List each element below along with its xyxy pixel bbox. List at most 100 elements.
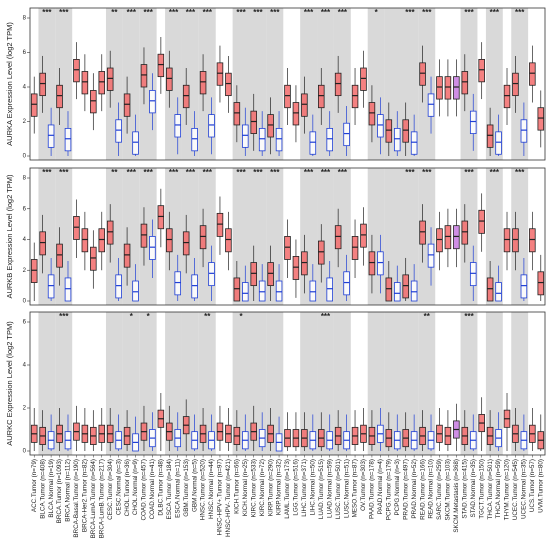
box	[225, 72, 232, 97]
box	[529, 228, 536, 253]
box	[199, 225, 207, 250]
box	[453, 76, 460, 100]
significance: ***	[186, 168, 196, 177]
box	[427, 243, 435, 268]
box	[140, 64, 148, 88]
significance: ***	[464, 312, 474, 321]
significance: ***	[490, 8, 500, 17]
significance: ***	[236, 8, 246, 17]
box	[377, 251, 384, 276]
box	[115, 274, 122, 299]
significance: ***	[236, 168, 246, 177]
y-tick-label: 2	[23, 119, 27, 125]
y-tick-label: 0	[23, 299, 27, 305]
box	[258, 127, 266, 152]
significance: ***	[304, 8, 314, 17]
box	[469, 110, 477, 134]
box	[469, 262, 477, 287]
x-tick-label: PAAD.Normal (n=4)	[377, 459, 384, 514]
box	[301, 93, 308, 117]
y-axis-label: AURKA Expression Level (log2 TPM)	[5, 22, 14, 146]
y-tick-label: 6	[23, 206, 27, 212]
box	[267, 114, 274, 138]
box	[250, 110, 257, 134]
box	[368, 102, 376, 126]
x-tick-label: READ.Normal (n=10)	[428, 459, 435, 519]
x-tick-label: COAD.Normal (n=41)	[149, 459, 156, 519]
box	[123, 93, 131, 117]
box	[385, 277, 393, 302]
box	[419, 62, 426, 86]
x-tick-label: BRCA.Normal (n=112)	[65, 459, 72, 522]
box	[56, 243, 63, 268]
box	[39, 72, 46, 97]
box	[478, 59, 485, 83]
x-tick-label: CESC.Tumor (n=304)	[107, 459, 114, 520]
box	[208, 114, 215, 138]
box	[225, 228, 232, 253]
significance: **	[204, 312, 211, 321]
box	[486, 124, 494, 148]
x-tick-label: MESO.Tumor (n=87)	[352, 459, 359, 517]
box	[419, 220, 426, 245]
y-tick-label: 6	[23, 320, 27, 326]
box	[284, 84, 291, 109]
box	[242, 282, 249, 302]
significance: ***	[338, 168, 348, 177]
box	[292, 256, 300, 280]
x-tick-label: KIRP.Tumor (n=290)	[267, 459, 274, 516]
significance: ***	[59, 8, 69, 17]
significance: ***	[321, 8, 331, 17]
box	[182, 84, 190, 109]
box	[56, 84, 63, 109]
x-tick-label: THCA.Tumor (n=501)	[487, 459, 494, 519]
significance: ***	[515, 8, 525, 17]
x-tick-label: DLBC.Tumor (n=48)	[158, 459, 165, 516]
significance: ***	[321, 312, 331, 321]
x-tick-label: UCEC.Normal (n=35)	[521, 459, 528, 519]
x-tick-label: HNSC.Tumor (n=520)	[200, 459, 207, 520]
x-tick-label: KIRC.Tumor (n=533)	[250, 459, 257, 517]
significance: ***	[270, 168, 280, 177]
box	[106, 220, 114, 245]
box	[478, 209, 485, 234]
box	[275, 280, 283, 302]
x-tick-label: BRCA-LumA.Tumor (n=564)	[90, 459, 97, 538]
x-tick-label: LIHC.Normal (n=50)	[309, 459, 316, 516]
x-tick-label: SARC.Tumor (n=259)	[436, 459, 443, 520]
x-tick-label: ESCA.Normal (n=11)	[174, 459, 181, 518]
box	[98, 228, 106, 253]
x-tick-label: SKCM.Tumor (n=103)	[445, 459, 452, 521]
x-tick-label: BRCA-Basal.Tumor (n=190)	[73, 459, 80, 538]
x-tick-label: BRCA-LumB.Tumor (n=217)	[98, 459, 105, 538]
x-tick-label: LIHC.Tumor (n=371)	[301, 459, 308, 517]
significance: ***	[515, 168, 525, 177]
box	[30, 259, 38, 283]
box	[495, 282, 502, 302]
x-tick-label: TGCT.Tumor (n=150)	[478, 459, 485, 519]
box	[317, 84, 325, 109]
box	[503, 228, 511, 253]
box	[520, 274, 528, 299]
box	[503, 84, 511, 109]
box	[140, 223, 148, 248]
significance: ***	[169, 168, 179, 177]
box	[461, 220, 469, 245]
significance: **	[111, 8, 118, 17]
box	[512, 72, 519, 97]
box	[191, 127, 198, 152]
x-tick-label: LUAD.Tumor (n=515)	[318, 459, 325, 519]
x-tick-label: LUAD.Normal (n=59)	[326, 459, 333, 518]
box	[377, 114, 384, 138]
x-tick-label: SKCM.Metastasis (n=368)	[453, 459, 460, 533]
box	[47, 124, 55, 148]
box	[90, 90, 97, 114]
x-tick-label: BRCA.Tumor (n=1093)	[56, 459, 63, 523]
x-tick-label: PRAD.Tumor (n=497)	[402, 459, 409, 520]
x-tick-label: HNSC.Normal (n=44)	[208, 459, 215, 519]
y-tick-label: 8	[23, 176, 27, 182]
box	[98, 71, 106, 95]
significance: ***	[127, 168, 137, 177]
x-tick-label: HNSC-HPV-.Tumor (n=421)	[225, 459, 232, 537]
